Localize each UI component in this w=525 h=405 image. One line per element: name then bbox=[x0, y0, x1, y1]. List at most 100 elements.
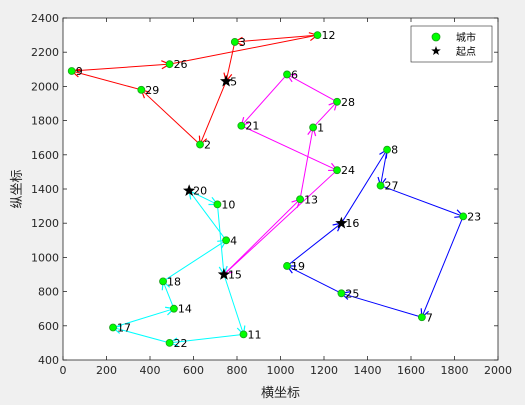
city-label: 4 bbox=[230, 234, 237, 247]
start-marker bbox=[335, 216, 348, 229]
route-segment bbox=[112, 308, 175, 328]
route-segment bbox=[140, 89, 201, 145]
legend-city-label: 城市 bbox=[456, 31, 476, 44]
route-segment bbox=[162, 239, 227, 282]
route-segment bbox=[286, 73, 338, 103]
route-segment bbox=[341, 292, 423, 318]
city-label: 18 bbox=[167, 275, 181, 288]
city-label: 12 bbox=[321, 29, 335, 42]
city-label: 8 bbox=[391, 144, 398, 157]
route-segment bbox=[216, 204, 225, 275]
route-segment bbox=[169, 34, 318, 65]
city-label: 10 bbox=[221, 198, 235, 211]
city-label: 25 bbox=[345, 287, 359, 300]
x-tick-label: 1000 bbox=[267, 364, 295, 377]
y-tick-label: 1400 bbox=[31, 183, 59, 196]
route-segment bbox=[169, 333, 244, 344]
route-segment bbox=[380, 185, 464, 217]
legend: 城市 起点 bbox=[410, 25, 493, 63]
city-marker bbox=[67, 67, 76, 75]
city-label: 27 bbox=[385, 180, 399, 193]
x-tick-label: 400 bbox=[140, 364, 161, 377]
city-label: 24 bbox=[341, 164, 355, 177]
city-marker bbox=[283, 70, 291, 79]
y-tick-label: 800 bbox=[38, 286, 59, 299]
city-marker bbox=[222, 236, 231, 245]
city-marker bbox=[309, 123, 318, 132]
route-segment bbox=[421, 216, 464, 318]
route-segment bbox=[241, 125, 338, 171]
city-label: 6 bbox=[291, 68, 298, 81]
city-label: 11 bbox=[248, 328, 262, 341]
route-segment bbox=[380, 149, 388, 186]
y-tick-label: 1200 bbox=[31, 217, 59, 230]
city-marker bbox=[237, 121, 246, 130]
city-label: 9 bbox=[76, 65, 83, 78]
legend-city-marker bbox=[431, 32, 441, 42]
city-marker bbox=[383, 145, 391, 154]
x-tick-label: 1400 bbox=[354, 364, 382, 377]
legend-box bbox=[410, 25, 493, 63]
x-tick-label: 0 bbox=[60, 364, 67, 377]
route-segment bbox=[112, 327, 170, 344]
x-tick-label: 800 bbox=[227, 364, 248, 377]
city-marker bbox=[296, 195, 304, 204]
route-segment bbox=[162, 281, 175, 309]
city-marker bbox=[159, 277, 167, 286]
route-segment bbox=[188, 190, 227, 241]
city-label: 28 bbox=[341, 96, 355, 109]
city-marker bbox=[109, 323, 117, 332]
city-label: 29 bbox=[145, 84, 159, 97]
y-tick-label: 600 bbox=[38, 320, 59, 333]
city-marker bbox=[376, 181, 385, 190]
city-marker bbox=[337, 289, 346, 298]
city-label: 23 bbox=[467, 210, 481, 223]
city-marker bbox=[137, 85, 146, 94]
x-tick-label: 1800 bbox=[441, 364, 469, 377]
y-tick-label: 2200 bbox=[31, 46, 59, 59]
city-marker bbox=[417, 313, 426, 322]
start-marker bbox=[219, 74, 233, 87]
start-marker bbox=[182, 184, 196, 196]
route-segment bbox=[223, 198, 301, 275]
route-segment bbox=[71, 63, 170, 72]
city-label: 5 bbox=[230, 75, 237, 88]
route-segment bbox=[312, 101, 338, 128]
route-segment bbox=[223, 274, 245, 335]
y-tick-label: 1000 bbox=[31, 251, 59, 264]
legend-start-label: 起点 bbox=[456, 46, 476, 58]
x-axis-label: 横坐标 bbox=[261, 386, 300, 401]
y-tick-label: 2400 bbox=[31, 12, 59, 25]
city-label: 14 bbox=[178, 303, 192, 316]
city-marker bbox=[313, 31, 322, 39]
y-axis: 400 600 800 1000 1200 1400 1600 1800 2000 2200 240… bbox=[31, 12, 498, 367]
route-segment bbox=[225, 41, 236, 82]
city-marker bbox=[283, 262, 291, 270]
city-marker bbox=[170, 304, 178, 313]
city-marker bbox=[213, 200, 222, 209]
city-marker bbox=[333, 97, 341, 106]
city-label: 3 bbox=[239, 36, 246, 49]
y-tick-label: 2000 bbox=[31, 80, 59, 93]
y-tick-label: 1800 bbox=[31, 115, 59, 128]
y-axis-label: 纵坐标 bbox=[10, 169, 25, 208]
route-segment bbox=[223, 169, 338, 275]
start-marker bbox=[217, 268, 231, 280]
legend-start-marker bbox=[431, 46, 441, 56]
city-label: 13 bbox=[304, 193, 318, 206]
city-marker bbox=[230, 38, 239, 46]
city-marker bbox=[165, 338, 174, 347]
route-segment bbox=[240, 74, 288, 127]
city-marker bbox=[239, 330, 248, 339]
x-tick-label: 1600 bbox=[397, 364, 425, 377]
x-tick-label: 2000 bbox=[484, 364, 512, 377]
x-tick-label: 200 bbox=[96, 364, 117, 377]
city-label: 1 bbox=[317, 121, 324, 134]
city-marker bbox=[459, 212, 468, 221]
route-segment bbox=[286, 265, 342, 294]
city-marker bbox=[333, 166, 341, 175]
x-axis: 0 200 400 600 800 1000 1200 1400 1600 1800 2000 bbox=[60, 18, 512, 377]
city-label: 19 bbox=[291, 260, 305, 273]
route-segment bbox=[234, 34, 318, 43]
